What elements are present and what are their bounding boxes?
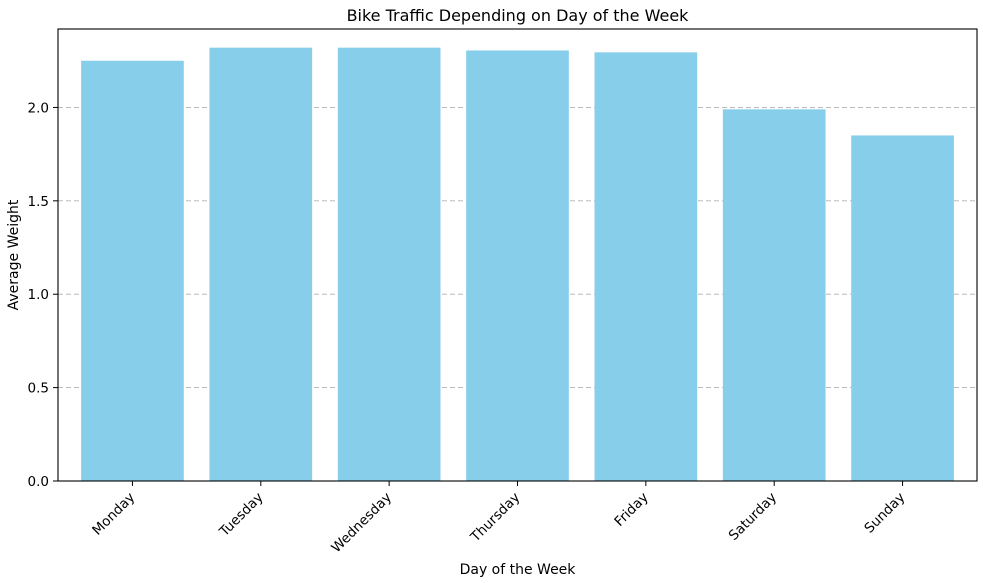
x-tick-label: Friday bbox=[611, 490, 651, 530]
y-axis-ticks: 0.0 0.5 1.0 1.5 2.0 bbox=[28, 100, 58, 490]
bar-tuesday bbox=[209, 47, 313, 482]
x-tick-label: Thursday bbox=[467, 490, 523, 546]
x-tick-label: Monday bbox=[89, 490, 138, 539]
y-tick-label: 1.5 bbox=[28, 194, 49, 210]
x-tick-label: Tuesday bbox=[216, 490, 267, 541]
x-tick-label: Wednesday bbox=[328, 490, 395, 557]
x-axis-ticks: Monday Tuesday Wednesday Thursday Friday Satu… bbox=[89, 481, 908, 556]
bar-friday bbox=[594, 52, 698, 481]
x-tick-label: Sunday bbox=[861, 490, 908, 537]
y-axis-label: Average Weight bbox=[6, 199, 22, 310]
y-tick-label: 1.0 bbox=[28, 287, 49, 303]
x-axis-label: Day of the Week bbox=[460, 562, 577, 578]
bar-sunday bbox=[851, 135, 954, 481]
y-tick-label: 2.0 bbox=[28, 100, 49, 116]
x-tick-label: Saturday bbox=[726, 490, 780, 544]
bar-wednesday bbox=[337, 47, 441, 482]
bar-saturday bbox=[722, 109, 826, 481]
bar-thursday bbox=[466, 50, 569, 481]
chart-title: Bike Traffic Depending on Day of the Wee… bbox=[347, 6, 690, 25]
bar-monday bbox=[81, 60, 184, 481]
bars bbox=[81, 47, 954, 482]
y-tick-label: 0.0 bbox=[28, 474, 49, 490]
y-tick-label: 0.5 bbox=[28, 381, 49, 397]
